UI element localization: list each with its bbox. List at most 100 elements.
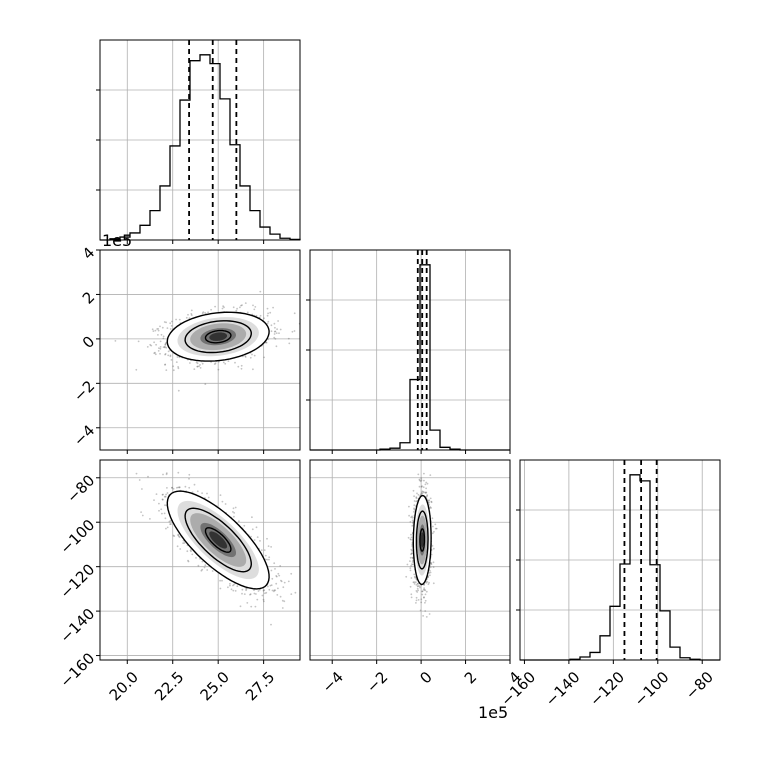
scatter-point (203, 566, 206, 569)
scatter-point (177, 366, 180, 368)
scatter-point (249, 593, 251, 596)
scatter-point (200, 569, 203, 572)
scatter-point (413, 507, 415, 510)
scatter-point (417, 599, 420, 601)
scatter-point (276, 328, 278, 331)
scatter-point (273, 590, 275, 593)
scatter-point (263, 356, 265, 359)
scatter-point (275, 582, 278, 585)
scatter-point (165, 369, 168, 371)
scatter-point (293, 312, 296, 315)
scatter-point (413, 508, 416, 511)
scatter-point (158, 502, 160, 505)
scatter-point (427, 583, 430, 586)
scatter-point (207, 496, 210, 499)
scatter-point (415, 496, 418, 499)
y-tick-label: 2 (79, 288, 98, 307)
hist-panel-2 (516, 459, 721, 661)
scatter-point (270, 330, 273, 333)
scatter-point (164, 364, 166, 366)
scatter-point (245, 587, 248, 590)
scatter-point (164, 342, 167, 345)
scatter-point (274, 338, 277, 340)
scatter-point (410, 553, 412, 555)
contour-line (184, 507, 253, 573)
scatter-point (163, 495, 166, 498)
scatter-point (243, 524, 246, 527)
scatter-point (245, 589, 248, 592)
scatter-point (423, 472, 425, 475)
scatter-point (281, 607, 284, 609)
scatter-point (219, 587, 222, 590)
scatter-point (233, 583, 235, 586)
scatter-point (266, 558, 268, 561)
scatter-point (409, 569, 412, 572)
scatter-point (269, 584, 272, 587)
scatter-point (240, 364, 243, 367)
scatter-point (161, 326, 164, 329)
scatter-point (264, 554, 267, 557)
scatter-point (255, 593, 257, 595)
scatter-point (410, 564, 412, 567)
scatter-point (213, 363, 216, 365)
scatter-point (416, 591, 419, 593)
scatter-point (239, 306, 241, 309)
scatter-point (177, 533, 180, 536)
scatter-point (415, 497, 418, 500)
scatter-point (415, 584, 418, 586)
scatter-point (184, 485, 187, 488)
scatter-point (153, 499, 155, 501)
scatter-point (170, 325, 173, 327)
scatter-point (176, 486, 178, 489)
scatter-point (236, 307, 239, 310)
scatter-point (277, 320, 279, 322)
x-tick-label: 20.0 (106, 668, 142, 704)
scatter-point (169, 523, 172, 526)
scatter-panel-0-1 (99, 249, 301, 451)
scatter-point (234, 361, 236, 364)
x-tick-label: 2 (461, 668, 480, 687)
scatter-point (293, 330, 296, 332)
scatter-point (420, 601, 423, 604)
scatter-point (241, 592, 243, 595)
scatter-point (188, 473, 191, 476)
scatter-point (260, 549, 263, 551)
scatter-point (428, 572, 431, 574)
scatter-point (230, 588, 233, 591)
y-tick-label: −80 (63, 471, 98, 506)
contour-line (204, 527, 232, 553)
scatter-point (164, 344, 167, 346)
scatter-point (413, 581, 416, 584)
scatter-point (424, 492, 427, 494)
scatter-point (164, 495, 167, 498)
scatter-point (171, 486, 173, 489)
scatter-point (151, 328, 154, 331)
scatter-point (419, 609, 422, 612)
scatter-point (410, 577, 413, 579)
panel-content (135, 471, 297, 626)
scatter-point (255, 526, 258, 529)
scatter-point (274, 568, 276, 570)
contour-line (419, 528, 426, 552)
scatter-point (417, 589, 419, 592)
scatter-point (227, 360, 230, 362)
scatter-point (420, 480, 422, 483)
scatter-point (264, 592, 266, 595)
scatter-point (250, 605, 253, 608)
scatter-point (175, 361, 178, 363)
scatter-point (418, 485, 421, 488)
scatter-point (188, 486, 191, 489)
scatter-point (426, 581, 429, 583)
scatter-point (252, 368, 254, 371)
scatter-point (423, 596, 425, 599)
scatter-point (182, 542, 185, 544)
scatter-point (246, 311, 249, 314)
scatter-point (413, 500, 416, 502)
scatter-point (164, 363, 167, 366)
scatter-point (154, 329, 157, 332)
scatter-point (428, 581, 430, 584)
x-tick-label: 22.5 (151, 668, 187, 704)
scatter-point (206, 569, 209, 571)
scatter-point (214, 305, 217, 308)
x-tick-label: 0 (416, 668, 435, 687)
